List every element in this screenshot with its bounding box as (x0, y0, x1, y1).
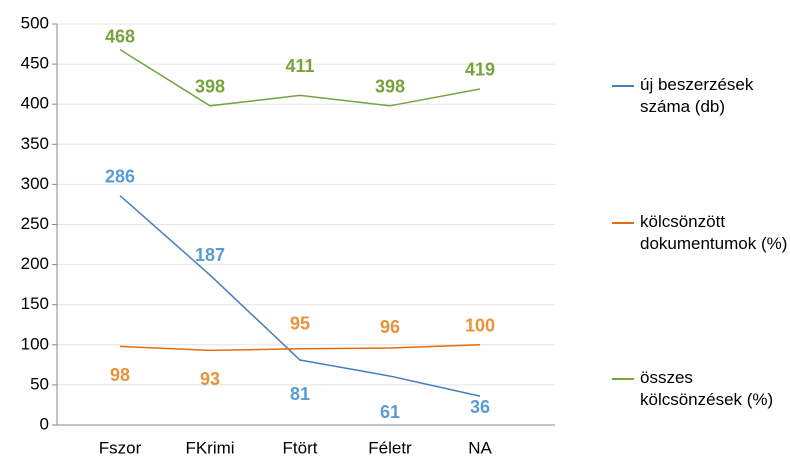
data-label: 93 (200, 369, 220, 389)
data-label: 100 (465, 316, 495, 336)
y-tick-label: 100 (21, 334, 49, 353)
y-tick-label: 400 (21, 94, 49, 113)
y-tick-label: 300 (21, 174, 49, 193)
y-tick-label: 450 (21, 54, 49, 73)
data-label: 61 (380, 402, 400, 422)
legend-label: összes kölcsönzések (%) (640, 368, 774, 409)
data-label: 286 (105, 166, 135, 186)
data-label: 411 (285, 56, 314, 76)
y-tick-label: 50 (30, 374, 49, 393)
legend-swatch (612, 378, 634, 380)
x-tick-label: Ftört (283, 438, 318, 457)
series-line (119, 195, 481, 397)
data-label: 81 (290, 384, 310, 404)
x-tick-label: NA (468, 438, 492, 457)
legend-label: kölcsönzött dokumentumok (%) (640, 212, 788, 253)
series-line (119, 49, 481, 107)
x-tick-label: FKrimi (185, 438, 234, 457)
y-tick-label: 0 (40, 414, 49, 433)
data-label: 419 (465, 60, 495, 80)
y-tick-label: 500 (21, 13, 49, 32)
data-label: 398 (195, 77, 225, 97)
legend-swatch (612, 222, 634, 224)
x-tick-label: Fszor (99, 438, 142, 457)
x-tick-label: Féletr (368, 438, 412, 457)
y-tick-label: 200 (21, 254, 49, 273)
data-label: 398 (375, 77, 405, 97)
data-label: 95 (290, 314, 310, 334)
y-tick-label: 150 (21, 294, 49, 313)
data-label: 468 (105, 26, 135, 46)
y-tick-label: 250 (21, 214, 49, 233)
data-label: 98 (110, 365, 130, 385)
data-label: 96 (380, 317, 400, 337)
legend-label: új beszerzések száma (db) (640, 75, 754, 116)
legend-swatch (612, 85, 634, 87)
series-line (119, 344, 481, 352)
data-label: 187 (195, 245, 225, 265)
y-tick-label: 350 (21, 134, 49, 153)
data-label: 36 (470, 397, 490, 417)
